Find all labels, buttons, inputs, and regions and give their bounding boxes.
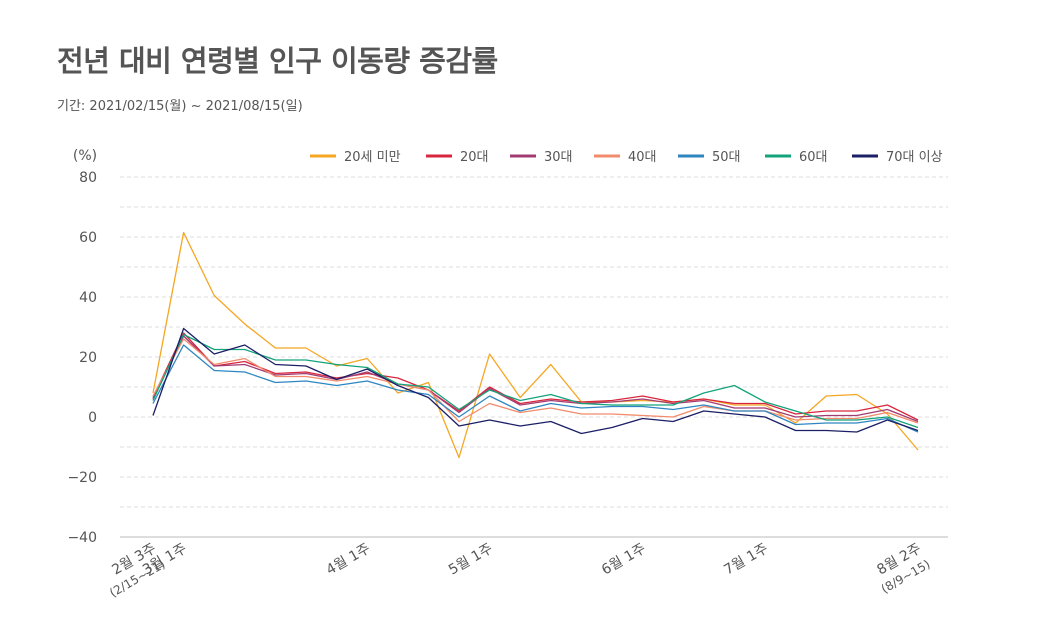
legend-label: 60대 bbox=[799, 150, 828, 165]
legend-item: 70대 이상 bbox=[852, 150, 943, 165]
y-tick-label: −40 bbox=[67, 530, 97, 546]
legend-label: 30대 bbox=[544, 150, 573, 165]
chart-title: 전년 대비 연령별 인구 이동량 증감률 bbox=[57, 44, 498, 78]
x-tick-label: 5월 1주 bbox=[446, 541, 496, 579]
legend-label: 20세 미만 bbox=[344, 150, 401, 165]
x-tick-label: 7월 1주 bbox=[721, 541, 771, 579]
legend-item: 30대 bbox=[510, 150, 573, 165]
series-line-70대 이상 bbox=[152, 327, 919, 435]
y-tick-label: 20 bbox=[79, 350, 97, 366]
x-axis: 2월 3주(2/15~21)3월 1주 4월 1주 5월 1주 6월 1주 7월 1주 8… bbox=[107, 541, 932, 600]
legend-item: 20세 미만 bbox=[310, 150, 401, 165]
y-axis: 80 60 40 20 0 −20 −40 bbox=[67, 170, 97, 546]
x-tick-label: 4월 1주 bbox=[324, 541, 374, 579]
series-line-60대 bbox=[152, 333, 919, 429]
chart-subtitle: 기간: 2021/02/15(월) ~ 2021/08/15(일) bbox=[57, 99, 303, 114]
legend-item: 60대 bbox=[765, 150, 828, 165]
x-tick-text: 4월 1주 bbox=[324, 541, 374, 579]
y-tick-label: 0 bbox=[88, 410, 97, 426]
series-line-20대 bbox=[152, 332, 919, 421]
legend-label: 40대 bbox=[628, 150, 657, 165]
series-line-30대 bbox=[152, 335, 919, 423]
legend-item: 40대 bbox=[594, 150, 657, 165]
grid-lines bbox=[120, 176, 948, 538]
legend: 20세 미만 20대 30대 40대 50대 60대 70대 이상 bbox=[310, 150, 943, 165]
legend-item: 50대 bbox=[678, 150, 741, 165]
series-line-20세 미만 bbox=[152, 231, 919, 459]
x-tick-label: 8월 2주(8/9~15) bbox=[874, 541, 932, 597]
x-tick-text: 6월 1주 bbox=[599, 541, 649, 579]
y-tick-label: 60 bbox=[79, 230, 97, 246]
x-tick-text: 7월 1주 bbox=[721, 541, 771, 579]
legend-label: 50대 bbox=[712, 150, 741, 165]
y-tick-label: 40 bbox=[79, 290, 97, 306]
y-tick-label: −20 bbox=[67, 470, 97, 486]
x-tick-text: 5월 1주 bbox=[446, 541, 496, 579]
series-line-40대 bbox=[152, 338, 919, 424]
series-line-50대 bbox=[152, 344, 919, 433]
y-axis-unit-label: (%) bbox=[73, 148, 97, 164]
legend-label: 20대 bbox=[460, 150, 489, 165]
y-tick-label: 80 bbox=[79, 170, 97, 186]
series-lines bbox=[152, 231, 919, 459]
legend-label: 70대 이상 bbox=[886, 150, 943, 165]
x-tick-label: 6월 1주 bbox=[599, 541, 649, 579]
legend-item: 20대 bbox=[426, 150, 489, 165]
